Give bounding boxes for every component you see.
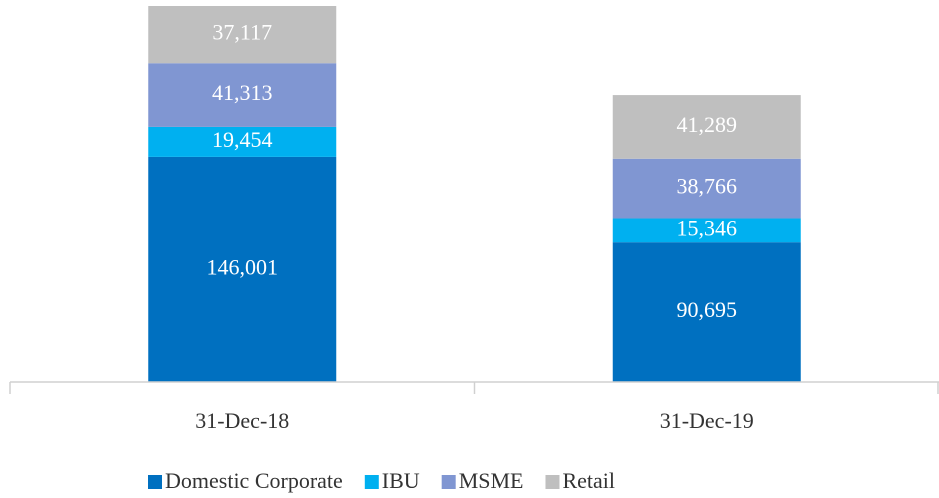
legend-label: Retail: [562, 468, 615, 493]
bar-segment: [612, 242, 801, 382]
x-tick-label: 31-Dec-19: [660, 408, 754, 433]
bar-segment: [612, 95, 801, 159]
legend-label: Domestic Corporate: [165, 468, 343, 493]
data-label: 15,346: [677, 215, 738, 240]
legend-swatch: [545, 475, 560, 489]
data-label: 37,117: [212, 20, 272, 45]
data-label: 90,695: [677, 297, 738, 322]
bar-segment: [612, 158, 801, 219]
bar-segment: [148, 63, 337, 127]
data-label: 41,289: [677, 112, 738, 137]
legend-swatch: [441, 475, 456, 489]
bar-segment: [148, 126, 337, 157]
bar-segment: [148, 6, 337, 64]
data-label: 41,313: [212, 80, 273, 105]
legend-swatch: [364, 475, 379, 489]
legend-label: MSME: [459, 468, 524, 493]
data-label: 19,454: [212, 127, 273, 152]
x-tick-label: 31-Dec-18: [195, 408, 289, 433]
data-label: 146,001: [207, 255, 279, 280]
data-label: 38,766: [677, 174, 738, 199]
legend-swatch: [148, 475, 162, 489]
bar-segment: [612, 218, 801, 243]
bar-segment: [148, 156, 337, 382]
legend-label: IBU: [382, 468, 420, 493]
